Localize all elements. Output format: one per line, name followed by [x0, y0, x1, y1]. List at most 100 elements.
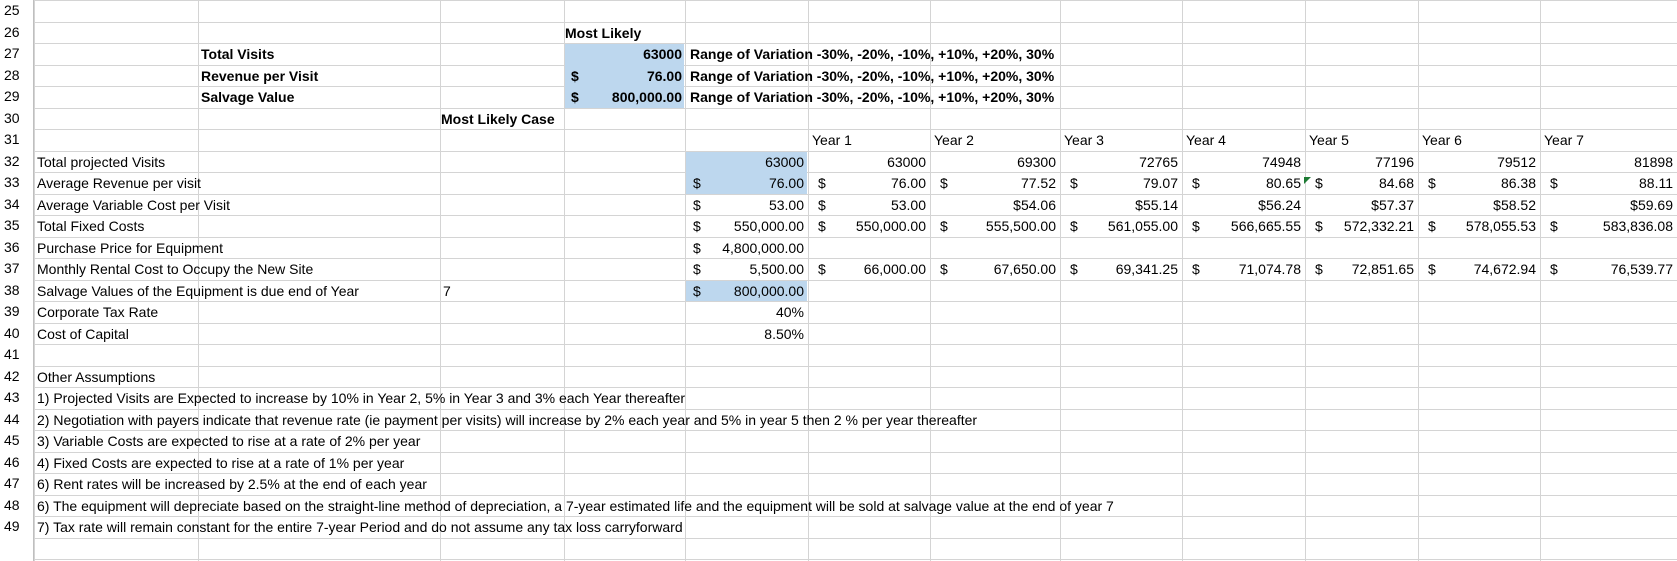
year-value[interactable]: 77.52: [1020, 175, 1056, 191]
currency-symbol[interactable]: $: [818, 197, 826, 213]
row-number[interactable]: 37: [4, 260, 20, 276]
variation-note[interactable]: Range of Variation -30%, -20%, -10%, +10…: [690, 46, 1055, 62]
row-number[interactable]: 49: [4, 518, 20, 534]
year-value[interactable]: 79512: [1497, 154, 1536, 170]
year-value[interactable]: 79.07: [1142, 175, 1178, 191]
year-value[interactable]: $57.37: [1371, 197, 1414, 213]
row-extra[interactable]: 7: [443, 283, 451, 299]
row-label[interactable]: Total Fixed Costs: [37, 218, 145, 234]
most-likely-value[interactable]: 63000: [643, 46, 682, 62]
row-number[interactable]: 48: [4, 497, 20, 513]
year-value[interactable]: 53.00: [890, 197, 926, 213]
currency-symbol[interactable]: $: [1192, 261, 1200, 277]
currency-symbol[interactable]: $: [1070, 218, 1078, 234]
currency-symbol[interactable]: $: [818, 218, 826, 234]
year-header[interactable]: Year 4: [1186, 132, 1226, 148]
year-value[interactable]: 550,000.00: [855, 218, 926, 234]
year-value[interactable]: $59.69: [1630, 197, 1673, 213]
most-likely-case-value[interactable]: 4,800,000.00: [722, 240, 804, 256]
assumptions-title[interactable]: Other Assumptions: [37, 369, 156, 385]
row-label[interactable]: Cost of Capital: [37, 326, 129, 342]
assumption-item[interactable]: 4) Fixed Costs are expected to rise at a…: [37, 455, 405, 471]
most-likely-value[interactable]: 76.00: [646, 68, 682, 84]
row-label[interactable]: Average Variable Cost per Visit: [37, 197, 230, 213]
year-value[interactable]: $54.06: [1013, 197, 1056, 213]
year-header[interactable]: Year 2: [934, 132, 974, 148]
year-header[interactable]: Year 5: [1309, 132, 1349, 148]
year-value[interactable]: 77196: [1375, 154, 1414, 170]
currency-symbol[interactable]: $: [940, 261, 948, 277]
most-likely-case-value[interactable]: 40%: [775, 304, 804, 320]
variation-note[interactable]: Range of Variation -30%, -20%, -10%, +10…: [690, 68, 1055, 84]
year-header[interactable]: Year 6: [1422, 132, 1462, 148]
year-value[interactable]: 561,055.00: [1107, 218, 1178, 234]
row-number[interactable]: 43: [4, 389, 20, 405]
input-label[interactable]: Salvage Value: [201, 89, 295, 105]
currency-symbol[interactable]: $: [1315, 175, 1323, 191]
year-value[interactable]: $56.24: [1258, 197, 1301, 213]
variation-note[interactable]: Range of Variation -30%, -20%, -10%, +10…: [690, 89, 1055, 105]
assumption-item[interactable]: 7) Tax rate will remain constant for the…: [37, 519, 683, 535]
year-value[interactable]: 69,341.25: [1115, 261, 1178, 277]
year-value[interactable]: 566,665.55: [1230, 218, 1301, 234]
row-number[interactable]: 47: [4, 475, 20, 491]
currency-symbol[interactable]: $: [1315, 261, 1323, 277]
most-likely-case-value[interactable]: 63000: [765, 154, 804, 170]
row-label[interactable]: Average Revenue per visit: [37, 175, 201, 191]
year-header[interactable]: Year 7: [1544, 132, 1584, 148]
year-value[interactable]: 84.68: [1378, 175, 1414, 191]
year-value[interactable]: $55.14: [1135, 197, 1178, 213]
input-label[interactable]: Total Visits: [201, 46, 275, 62]
currency-symbol[interactable]: $: [1070, 261, 1078, 277]
currency-symbol[interactable]: $: [693, 175, 701, 191]
row-number[interactable]: 41: [4, 346, 20, 362]
most-likely-case-value[interactable]: 8.50%: [764, 326, 804, 342]
most-likely-header[interactable]: Most Likely: [565, 25, 642, 41]
most-likely-case-value[interactable]: 76.00: [768, 175, 804, 191]
row-number[interactable]: 27: [4, 45, 20, 61]
currency-symbol[interactable]: $: [940, 175, 948, 191]
row-number[interactable]: 31: [4, 131, 20, 147]
currency-symbol[interactable]: $: [818, 261, 826, 277]
year-value[interactable]: 72,851.65: [1351, 261, 1414, 277]
most-likely-case-value[interactable]: 53.00: [768, 197, 804, 213]
year-value[interactable]: 74,672.94: [1473, 261, 1536, 277]
currency-symbol[interactable]: $: [571, 89, 579, 105]
row-number[interactable]: 35: [4, 217, 20, 233]
row-label[interactable]: Monthly Rental Cost to Occupy the New Si…: [37, 261, 314, 277]
most-likely-value[interactable]: 800,000.00: [611, 89, 682, 105]
currency-symbol[interactable]: $: [1550, 261, 1558, 277]
currency-symbol[interactable]: $: [1550, 175, 1558, 191]
year-header[interactable]: Year 1: [812, 132, 852, 148]
row-number[interactable]: 29: [4, 88, 20, 104]
most-likely-case-value[interactable]: 800,000.00: [733, 283, 804, 299]
currency-symbol[interactable]: $: [1428, 175, 1436, 191]
year-value[interactable]: $58.52: [1493, 197, 1536, 213]
year-value[interactable]: 572,332.21: [1343, 218, 1414, 234]
year-value[interactable]: 80.65: [1265, 175, 1301, 191]
year-value[interactable]: 88.11: [1639, 175, 1673, 191]
currency-symbol[interactable]: $: [693, 197, 701, 213]
assumption-item[interactable]: 2) Negotiation with payers indicate that…: [37, 412, 978, 428]
row-number[interactable]: 39: [4, 303, 20, 319]
year-value[interactable]: 63000: [887, 154, 926, 170]
year-value[interactable]: 81898: [1634, 154, 1673, 170]
assumption-item[interactable]: 6) Rent rates will be increased by 2.5% …: [37, 476, 427, 492]
currency-symbol[interactable]: $: [693, 240, 701, 256]
year-value[interactable]: 578,055.53: [1465, 218, 1536, 234]
year-value[interactable]: 66,000.00: [863, 261, 926, 277]
assumption-item[interactable]: 3) Variable Costs are expected to rise a…: [37, 433, 421, 449]
currency-symbol[interactable]: $: [1428, 261, 1436, 277]
currency-symbol[interactable]: $: [940, 218, 948, 234]
year-value[interactable]: 76,539.77: [1610, 261, 1673, 277]
currency-symbol[interactable]: $: [1070, 175, 1078, 191]
row-number[interactable]: 30: [4, 110, 20, 126]
row-label[interactable]: Salvage Values of the Equipment is due e…: [37, 283, 359, 299]
currency-symbol[interactable]: $: [1550, 218, 1558, 234]
row-number[interactable]: 42: [4, 368, 20, 384]
currency-symbol[interactable]: $: [693, 261, 701, 277]
year-value[interactable]: 67,650.00: [993, 261, 1056, 277]
year-value[interactable]: 555,500.00: [985, 218, 1056, 234]
assumption-item[interactable]: 1) Projected Visits are Expected to incr…: [37, 390, 686, 406]
